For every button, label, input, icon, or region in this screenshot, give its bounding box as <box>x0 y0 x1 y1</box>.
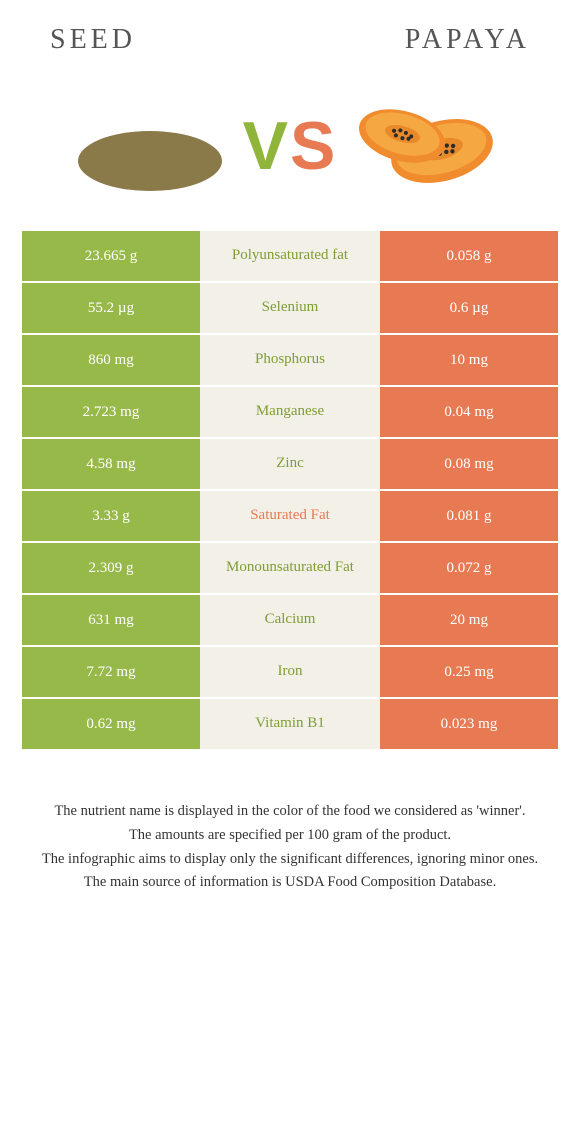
cell-nutrient-label: Calcium <box>200 595 380 645</box>
cell-papaya-value: 0.08 mg <box>380 439 558 489</box>
table-row: 631 mgCalcium20 mg <box>22 595 558 647</box>
table-row: 2.309 gMonounsaturated Fat0.072 g <box>22 543 558 595</box>
table-row: 55.2 µgSelenium0.6 µg <box>22 283 558 335</box>
table-row: 7.72 mgIron0.25 mg <box>22 647 558 699</box>
cell-nutrient-label: Zinc <box>200 439 380 489</box>
header-title-left: Seed <box>50 24 136 56</box>
cell-nutrient-label: Vitamin B1 <box>200 699 380 749</box>
cell-papaya-value: 0.6 µg <box>380 283 558 333</box>
cell-seed-value: 860 mg <box>22 335 200 385</box>
header: Seed Papaya <box>0 0 580 66</box>
comparison-table: 23.665 gPolyunsaturated fat0.058 g55.2 µ… <box>22 231 558 751</box>
cell-seed-value: 7.72 mg <box>22 647 200 697</box>
cell-papaya-value: 0.023 mg <box>380 699 558 749</box>
table-row: 23.665 gPolyunsaturated fat0.058 g <box>22 231 558 283</box>
cell-seed-value: 55.2 µg <box>22 283 200 333</box>
cell-nutrient-label: Phosphorus <box>200 335 380 385</box>
cell-nutrient-label: Iron <box>200 647 380 697</box>
vs-row: VS <box>0 66 580 231</box>
cell-seed-value: 2.309 g <box>22 543 200 593</box>
cell-papaya-value: 0.058 g <box>380 231 558 281</box>
papaya-image <box>347 86 512 206</box>
cell-papaya-value: 10 mg <box>380 335 558 385</box>
table-row: 860 mgPhosphorus10 mg <box>22 335 558 387</box>
cell-nutrient-label: Manganese <box>200 387 380 437</box>
vs-s: S <box>290 108 337 184</box>
vs-v: V <box>243 108 290 184</box>
cell-papaya-value: 0.25 mg <box>380 647 558 697</box>
cell-papaya-value: 0.081 g <box>380 491 558 541</box>
header-title-right: Papaya <box>405 24 530 56</box>
footnotes: The nutrient name is displayed in the co… <box>0 751 580 894</box>
cell-papaya-value: 20 mg <box>380 595 558 645</box>
table-row: 3.33 gSaturated Fat0.081 g <box>22 491 558 543</box>
cell-papaya-value: 0.04 mg <box>380 387 558 437</box>
cell-seed-value: 0.62 mg <box>22 699 200 749</box>
table-row: 4.58 mgZinc0.08 mg <box>22 439 558 491</box>
cell-seed-value: 23.665 g <box>22 231 200 281</box>
infographic-container: Seed Papaya <box>0 0 580 894</box>
cell-nutrient-label: Polyunsaturated fat <box>200 231 380 281</box>
cell-seed-value: 631 mg <box>22 595 200 645</box>
cell-nutrient-label: Saturated Fat <box>200 491 380 541</box>
table-row: 0.62 mgVitamin B10.023 mg <box>22 699 558 751</box>
vs-label: VS <box>243 107 338 185</box>
cell-nutrient-label: Monounsaturated Fat <box>200 543 380 593</box>
footnote-line: The nutrient name is displayed in the co… <box>20 801 560 823</box>
seed-image <box>68 86 233 206</box>
footnote-line: The amounts are specified per 100 gram o… <box>20 825 560 847</box>
cell-nutrient-label: Selenium <box>200 283 380 333</box>
cell-seed-value: 4.58 mg <box>22 439 200 489</box>
cell-seed-value: 2.723 mg <box>22 387 200 437</box>
footnote-line: The infographic aims to display only the… <box>20 849 560 871</box>
table-row: 2.723 mgManganese0.04 mg <box>22 387 558 439</box>
cell-seed-value: 3.33 g <box>22 491 200 541</box>
footnote-line: The main source of information is USDA F… <box>20 872 560 894</box>
cell-papaya-value: 0.072 g <box>380 543 558 593</box>
